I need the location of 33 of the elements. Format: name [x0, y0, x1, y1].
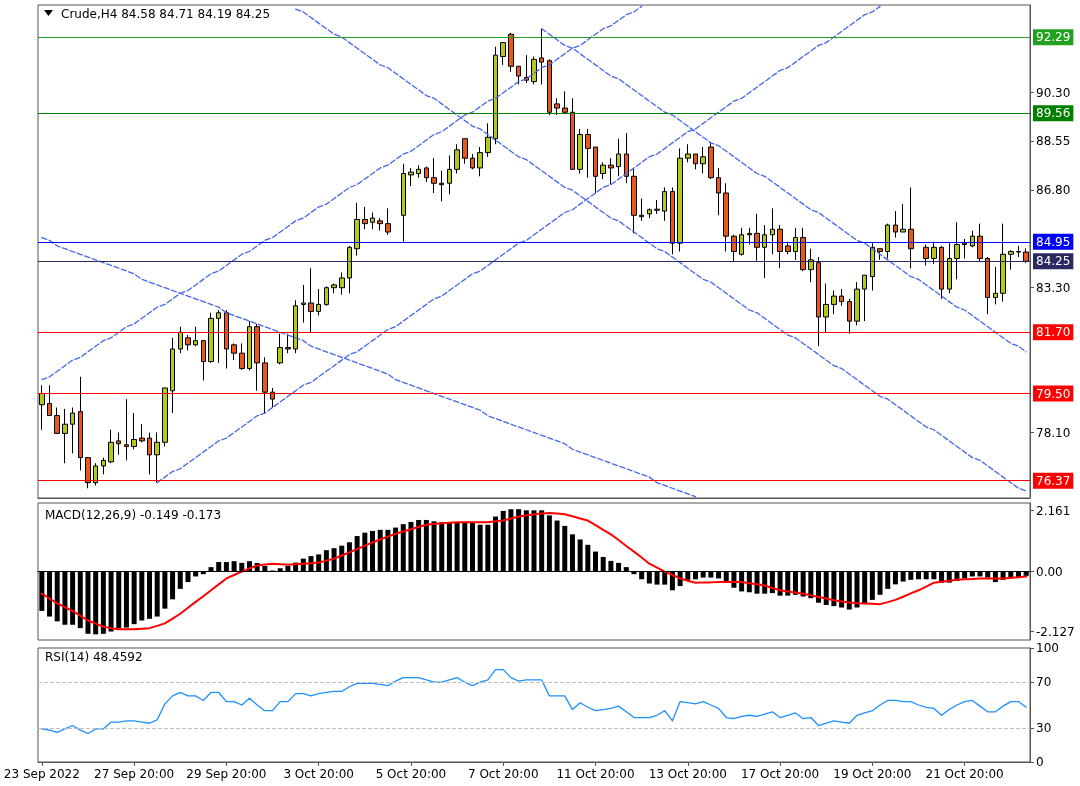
- x-tick-label: 19 Oct 20:00: [833, 767, 912, 781]
- y-tick-label: 83.30: [1036, 280, 1071, 295]
- chart-title: RSI(14) 48.4592: [45, 650, 143, 664]
- x-tick-label: 23 Sep 2022: [3, 767, 80, 781]
- y-tick-label: 90.30: [1036, 85, 1071, 100]
- x-tick-label: 13 Oct 20:00: [648, 767, 727, 781]
- x-tick-label: 5 Oct 20:00: [375, 767, 447, 781]
- y-tick-label: 30: [1036, 720, 1052, 735]
- ref-line-label: 81.70: [1036, 325, 1071, 340]
- y-tick-label: -2.127: [1036, 624, 1075, 639]
- x-tick-label: 11 Oct 20:00: [556, 767, 635, 781]
- chart-title: Crude,H4 84.58 84.71 84.19 84.25: [61, 7, 271, 21]
- y-tick-label: 0.00: [1036, 564, 1063, 579]
- y-tick-label: 86.80: [1036, 183, 1071, 198]
- x-tick-label: 29 Sep 20:00: [186, 767, 267, 781]
- ref-line-label: 92.29: [1036, 30, 1071, 45]
- y-tick-label: 78.10: [1036, 425, 1071, 440]
- ref-line-label: 84.25: [1036, 254, 1071, 269]
- y-tick-label: 0: [1036, 755, 1044, 769]
- x-tick-label: 17 Oct 20:00: [740, 767, 820, 781]
- x-tick-label: 3 Oct 20:00: [283, 767, 354, 781]
- ref-line-label: 89.56: [1036, 106, 1071, 121]
- y-tick-label: 70: [1036, 675, 1052, 690]
- y-tick-label: 2.161: [1036, 503, 1071, 518]
- y-tick-label: 88.55: [1036, 134, 1071, 149]
- ref-line-label: 79.50: [1036, 386, 1071, 401]
- ref-line-label: 76.37: [1036, 473, 1071, 488]
- x-tick-label: 27 Sep 20:00: [94, 767, 175, 781]
- x-tick-label: 7 Oct 20:00: [467, 767, 539, 781]
- text: MACD(12,26,9) -0.149 -0.173: [45, 508, 222, 522]
- y-tick-label: 100: [1036, 641, 1059, 655]
- ref-line-label: 84.95: [1036, 234, 1071, 249]
- x-tick-label: 21 Oct 20:00: [925, 767, 1004, 781]
